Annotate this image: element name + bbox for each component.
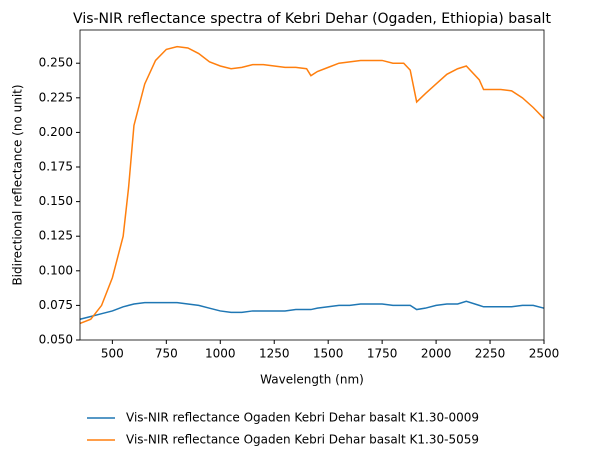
series-line [79, 45, 545, 325]
plot-frame [79, 29, 545, 341]
y-tick-label: 0.100 [39, 263, 73, 277]
x-tick-label: 2000 [421, 347, 452, 361]
y-tick-label: 0.125 [39, 229, 73, 243]
x-tick-label: 2500 [529, 347, 560, 361]
x-tick-label: 750 [155, 347, 178, 361]
x-tick-label: 1250 [259, 347, 290, 361]
x-axis-label: Wavelength (nm) [260, 373, 364, 387]
y-tick-label: 0.250 [39, 56, 73, 70]
x-tick-label: 1000 [205, 347, 236, 361]
y-axis-label: Bidirectional reflectance (no unit) [11, 84, 25, 285]
y-tick-label: 0.075 [39, 298, 73, 312]
x-tick-label: 1750 [367, 347, 398, 361]
x-tick-label: 2250 [475, 347, 506, 361]
y-tick-label: 0.200 [39, 125, 73, 139]
x-tick-label: 500 [101, 347, 124, 361]
y-tick-label: 0.225 [39, 90, 73, 104]
legend-label: Vis-NIR reflectance Ogaden Kebri Dehar b… [126, 433, 479, 447]
y-tick-label: 0.050 [39, 333, 73, 347]
x-tick-label: 1500 [313, 347, 344, 361]
legend-label: Vis-NIR reflectance Ogaden Kebri Dehar b… [126, 411, 479, 425]
series-line [79, 300, 545, 320]
chart-title: Vis-NIR reflectance spectra of Kebri Deh… [73, 11, 551, 27]
y-tick-label: 0.150 [39, 194, 73, 208]
y-tick-label: 0.175 [39, 160, 73, 174]
